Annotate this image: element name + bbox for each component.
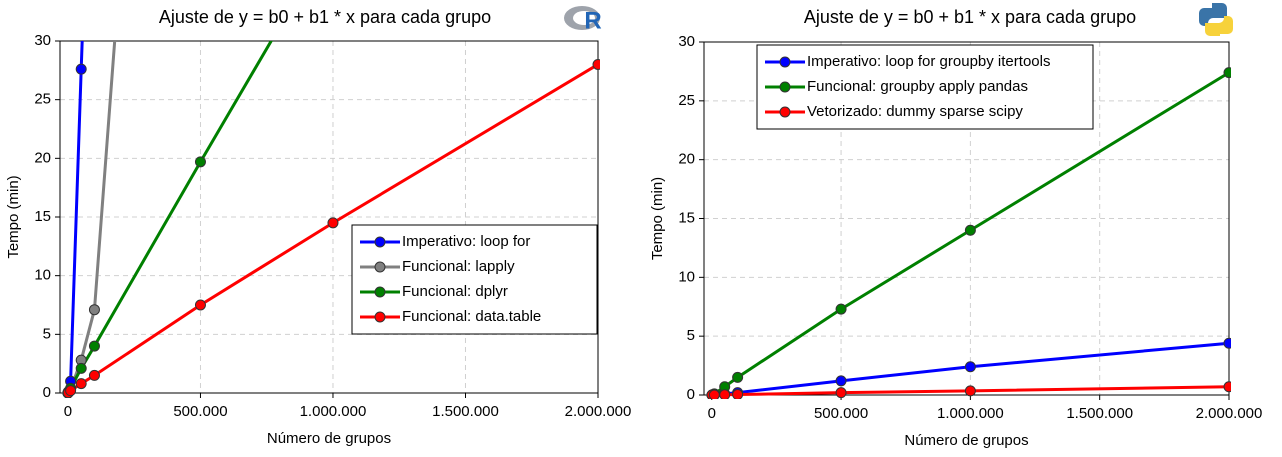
- y-tick-label: 25: [678, 92, 695, 109]
- data-point: [75, 362, 87, 374]
- x-axis-label: Número de grupos: [904, 432, 1028, 449]
- legend-marker: [779, 81, 791, 93]
- x-tick-label: 2.000.000: [565, 403, 632, 420]
- legend: Imperativo: loop for Funcional: lapply Fun…: [351, 224, 598, 335]
- y-tick-label: 30: [34, 32, 51, 49]
- plot-frame: [703, 41, 1230, 396]
- x-axis-label: Número de grupos: [267, 430, 391, 447]
- x-tick-label: 1.000.000: [300, 403, 367, 420]
- y-tick-label: 20: [34, 149, 51, 166]
- y-tick-label: 0: [687, 386, 695, 403]
- data-point: [75, 378, 87, 390]
- data-point: [194, 299, 206, 311]
- chart-panel: Ajuste de y = b0 + b1 * x para cada grup…: [5, 7, 632, 447]
- legend-marker: [374, 311, 386, 323]
- legend-label: Imperativo: loop for: [402, 233, 530, 250]
- data-point: [1223, 67, 1231, 79]
- python-logo: [1199, 3, 1233, 36]
- r-logo: R: [564, 6, 602, 34]
- data-point: [732, 371, 744, 383]
- legend-label: Funcional: lapply: [402, 258, 515, 275]
- data-point: [65, 385, 77, 397]
- data-point: [327, 217, 339, 229]
- plot-area: [62, 41, 600, 398]
- legend-label: Vetorizado: dummy sparse scipy: [807, 103, 1023, 120]
- data-point: [592, 58, 600, 70]
- x-tick-label: 1.500.000: [432, 403, 499, 420]
- data-point: [732, 389, 744, 399]
- legend-marker: [779, 106, 791, 118]
- y-tick-label: 10: [34, 267, 51, 284]
- svg-text:R: R: [584, 7, 601, 34]
- data-point: [194, 156, 206, 168]
- x-tick-label: 0: [708, 405, 716, 422]
- chart-title: Ajuste de y = b0 + b1 * x para cada grup…: [159, 7, 491, 27]
- legend-label: Funcional: dplyr: [402, 283, 508, 300]
- data-point: [88, 304, 100, 316]
- data-point: [88, 369, 100, 381]
- y-tick-label: 10: [678, 268, 695, 285]
- legend-marker: [374, 261, 386, 273]
- legend-marker: [779, 56, 791, 68]
- y-tick-label: 5: [687, 327, 695, 344]
- y-tick-label: 15: [678, 209, 695, 226]
- y-axis-label: Tempo (min): [649, 177, 666, 260]
- y-tick-label: 0: [43, 384, 51, 401]
- y-tick-label: 25: [34, 91, 51, 108]
- plot-frame: [59, 40, 599, 394]
- x-tick-label: 500.000: [173, 403, 227, 420]
- data-point: [75, 63, 87, 75]
- legend-box: [756, 44, 1094, 130]
- legend-marker: [374, 286, 386, 298]
- y-tick-label: 5: [43, 325, 51, 342]
- legend: Imperativo: loop for groupby itertools Fu…: [756, 44, 1094, 130]
- x-tick-label: 1.500.000: [1066, 405, 1133, 422]
- plot-area: [706, 67, 1231, 399]
- y-tick-label: 15: [34, 208, 51, 225]
- legend-marker: [374, 236, 386, 248]
- chart-title: Ajuste de y = b0 + b1 * x para cada grup…: [804, 7, 1136, 27]
- legend-label: Imperativo: loop for groupby itertools: [807, 53, 1050, 70]
- data-point: [835, 303, 847, 315]
- data-point: [964, 361, 976, 373]
- data-point: [719, 389, 731, 399]
- y-tick-label: 20: [678, 151, 695, 168]
- x-tick-label: 500.000: [814, 405, 868, 422]
- x-tick-label: 0: [64, 403, 72, 420]
- chart-panel: Ajuste de y = b0 + b1 * x para cada grup…: [649, 7, 1262, 449]
- data-point: [835, 375, 847, 387]
- data-point: [964, 224, 976, 236]
- data-point: [835, 387, 847, 399]
- data-point: [964, 385, 976, 397]
- data-point: [1223, 381, 1231, 393]
- data-point: [1223, 337, 1231, 349]
- y-tick-label: 30: [678, 33, 695, 50]
- data-point: [708, 389, 720, 399]
- x-tick-label: 1.000.000: [937, 405, 1004, 422]
- y-axis-label: Tempo (min): [5, 175, 22, 258]
- legend-label: Funcional: groupby apply pandas: [807, 78, 1028, 95]
- x-tick-label: 2.000.000: [1196, 405, 1263, 422]
- legend-label: Funcional: data.table: [402, 308, 541, 325]
- data-point: [88, 340, 100, 352]
